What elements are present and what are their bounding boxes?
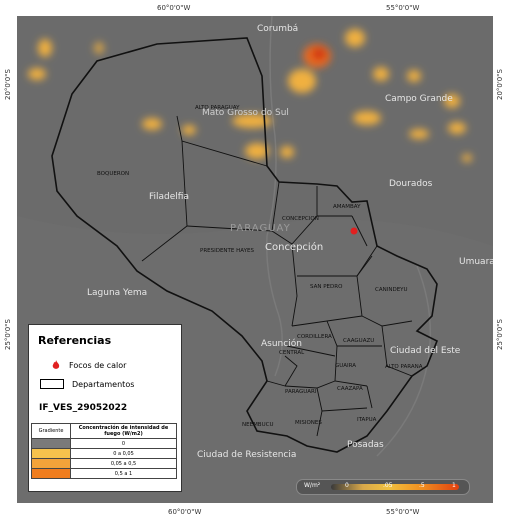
right-tick-20s: 20°0'0"S <box>496 69 504 100</box>
left-tick-25s: 25°0'0"S <box>4 319 12 350</box>
dept-label-guaira: GUAIRA <box>335 363 357 369</box>
right-tick-25s: 25°0'0"S <box>496 319 504 350</box>
city-label-asuncion: Asunción <box>261 339 302 349</box>
left-tick-20s: 20°0'0"S <box>4 69 12 100</box>
legend-item-hotspots: Focos de calor <box>51 360 126 370</box>
dept-label-central: CENTRAL <box>279 350 305 356</box>
dept-label-paraguari: PARAGUARI <box>285 389 317 395</box>
scale-label-1: 1 <box>452 482 456 489</box>
dept-label-neembucu: NEEMBUCU <box>242 422 274 428</box>
dept-label-amambay: AMAMBAY <box>333 204 361 210</box>
gradient-table: Gradiente Concentración de intensidad de… <box>31 423 177 479</box>
dept-label-boqueron: BOQUERON <box>97 171 130 177</box>
region-overlay-label: Mato Grosso do Sul <box>202 108 289 118</box>
legend-item-departments: Departamentos <box>40 379 134 389</box>
dept-label-caaguazu: CAAGUAZU <box>343 338 375 344</box>
fire-icon <box>52 360 60 369</box>
gradient-value: 0 a 0,05 <box>70 448 177 459</box>
bottom-tick-60w: 60°0'0"W <box>168 508 202 516</box>
city-label-concepcion: Concepción <box>265 242 324 253</box>
city-label-dourados: Dourados <box>389 179 433 189</box>
dept-label-alto-paraguay: ALTO PARAGUAY <box>195 105 240 111</box>
city-label-ciudad-del-este: Ciudad del Este <box>390 346 461 356</box>
table-row: 0,5 a 1 <box>31 468 177 479</box>
color-scale: W/m² 0 .05 .5 1 <box>296 479 470 495</box>
department-lines <box>141 115 413 437</box>
scale-label-005: .05 <box>383 482 393 489</box>
table-row: 0 <box>31 438 177 449</box>
top-tick-60w: 60°0'0"W <box>157 4 191 12</box>
dept-label-presidente-hayes: PRESIDENTE HAYES <box>200 248 254 254</box>
dept-label-concepcion: CONCEPCION <box>282 216 319 222</box>
city-label-laguna-yema: Laguna Yema <box>87 288 148 298</box>
dept-label-cordillera: CORDILLERA <box>297 334 332 340</box>
city-label-filadelfia: Filadelfia <box>149 192 189 202</box>
gradient-value: 0,5 a 1 <box>70 468 177 479</box>
dept-label-caazapa: CAAZAPA <box>337 386 363 392</box>
gradient-swatch <box>31 468 71 479</box>
gradient-swatch <box>31 438 71 449</box>
bottom-tick-55w: 55°0'0"W <box>386 508 420 516</box>
dept-label-itapua: ITAPUA <box>357 417 377 423</box>
legend-title: Referencias <box>38 334 112 347</box>
scale-unit: W/m² <box>304 482 321 489</box>
table-row: 0,05 a 0,5 <box>31 458 177 469</box>
table-header-concentration: Concentración de intensidad de fuego (W/… <box>70 423 177 439</box>
city-label-corumba: Corumbá <box>257 24 299 34</box>
dept-label-alto-parana: ALTO PARANA <box>385 364 423 370</box>
scale-label-0: 0 <box>345 482 349 489</box>
dept-label-san-pedro: SAN PEDRO <box>310 284 343 290</box>
scale-gradient-bar <box>331 484 459 490</box>
paraguay-border <box>51 37 439 453</box>
gradient-swatch <box>31 458 71 469</box>
country-label: PARAGUAY <box>230 223 291 234</box>
scale-label-05: .5 <box>419 482 425 489</box>
legend-label-hotspots: Focos de calor <box>69 360 127 370</box>
legend-label-departments: Departamentos <box>72 379 135 389</box>
dept-label-canindeyu: CANINDEYU <box>375 287 408 293</box>
table-row: 0 a 0,05 <box>31 448 177 459</box>
gradient-value: 0 <box>70 438 177 449</box>
heat-areas <box>28 29 472 162</box>
hotspot-marker <box>350 227 358 235</box>
map-canvas[interactable]: Corumbá Campo Grande Dourados Umuarama F… <box>17 16 493 503</box>
gradient-value: 0,05 a 0,5 <box>70 458 177 469</box>
city-label-campo-grande: Campo Grande <box>385 94 453 104</box>
dept-label-misiones: MISIONES <box>295 420 322 426</box>
table-header-gradient: Gradiente <box>31 423 71 439</box>
top-tick-55w: 55°0'0"W <box>386 4 420 12</box>
city-label-umuarama: Umuarama <box>459 257 493 267</box>
legend-code: IF_VES_29052022 <box>39 403 128 413</box>
legend-panel: Referencias Focos de calor Departamentos… <box>28 324 182 492</box>
department-swatch <box>40 379 64 389</box>
city-label-resistencia: Ciudad de Resistencia <box>197 450 297 460</box>
table-header-row: Gradiente Concentración de intensidad de… <box>31 423 177 439</box>
city-label-posadas: Posadas <box>347 440 384 450</box>
gradient-swatch <box>31 448 71 459</box>
